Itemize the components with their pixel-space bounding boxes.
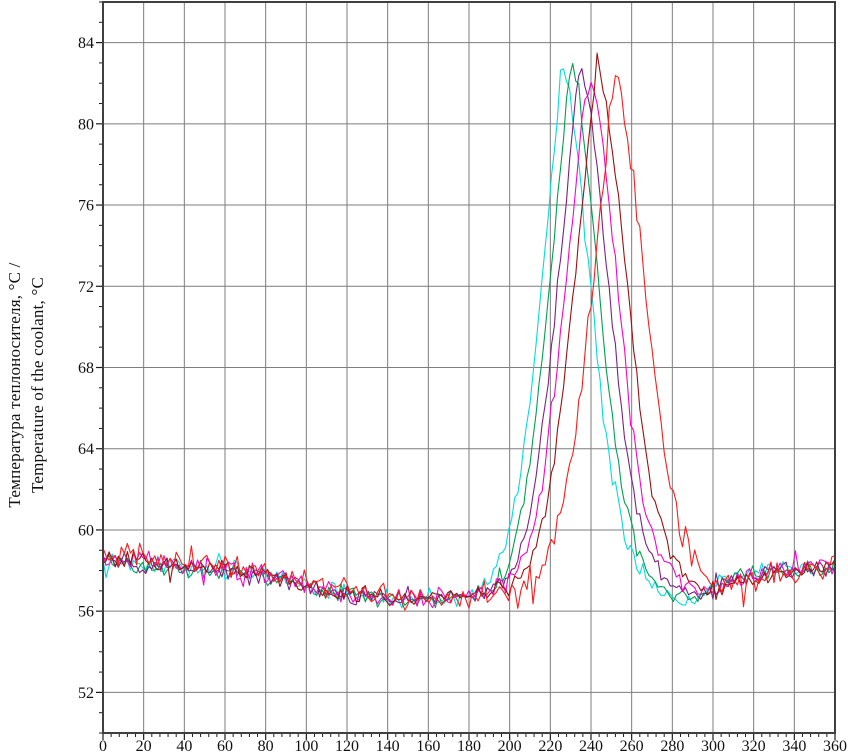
x-tick-label: 180 — [457, 738, 481, 753]
x-tick-label: 60 — [217, 738, 233, 753]
x-tick-label: 220 — [538, 738, 562, 753]
x-tick-label: 40 — [176, 738, 192, 753]
y-tick-label: 80 — [78, 116, 94, 133]
series-line-5 — [102, 52, 836, 607]
x-tick-label: 0 — [99, 738, 107, 753]
series-line-6 — [102, 75, 836, 611]
x-tick-label: 300 — [701, 738, 725, 753]
y-axis-title: Температура теплоносителя, °C / Temperat… — [3, 15, 49, 753]
x-tick-label: 140 — [376, 738, 400, 753]
x-tick-label: 240 — [579, 738, 603, 753]
y-tick-label: 64 — [78, 441, 94, 458]
x-tick-label: 340 — [782, 738, 806, 753]
x-tick-label: 80 — [258, 738, 274, 753]
x-tick-label: 120 — [335, 738, 359, 753]
y-tick-label: 72 — [78, 279, 94, 296]
x-tick-label: 260 — [620, 738, 644, 753]
plot-border — [102, 1, 836, 734]
y-tick-label: 52 — [78, 685, 94, 702]
x-tick-label: 160 — [416, 738, 440, 753]
x-tick-label: 200 — [498, 738, 522, 753]
x-tick-label: 320 — [742, 738, 766, 753]
y-tick-label: 60 — [78, 522, 94, 539]
y-axis-title-line-en: Temperature of the coolant, °C — [28, 277, 47, 494]
series-line-4 — [102, 81, 836, 609]
x-tick-label: 20 — [136, 738, 152, 753]
y-axis-title-line-ru: Температура теплоносителя, °C / — [5, 262, 24, 508]
y-tick-label: 76 — [78, 198, 94, 215]
y-tick-label: 84 — [78, 35, 94, 52]
y-tick-label: 68 — [78, 360, 94, 377]
y-tick-label: 56 — [78, 604, 94, 621]
x-tick-label: 360 — [823, 738, 847, 753]
x-tick-label: 280 — [660, 738, 684, 753]
x-tick-label: 100 — [294, 738, 318, 753]
